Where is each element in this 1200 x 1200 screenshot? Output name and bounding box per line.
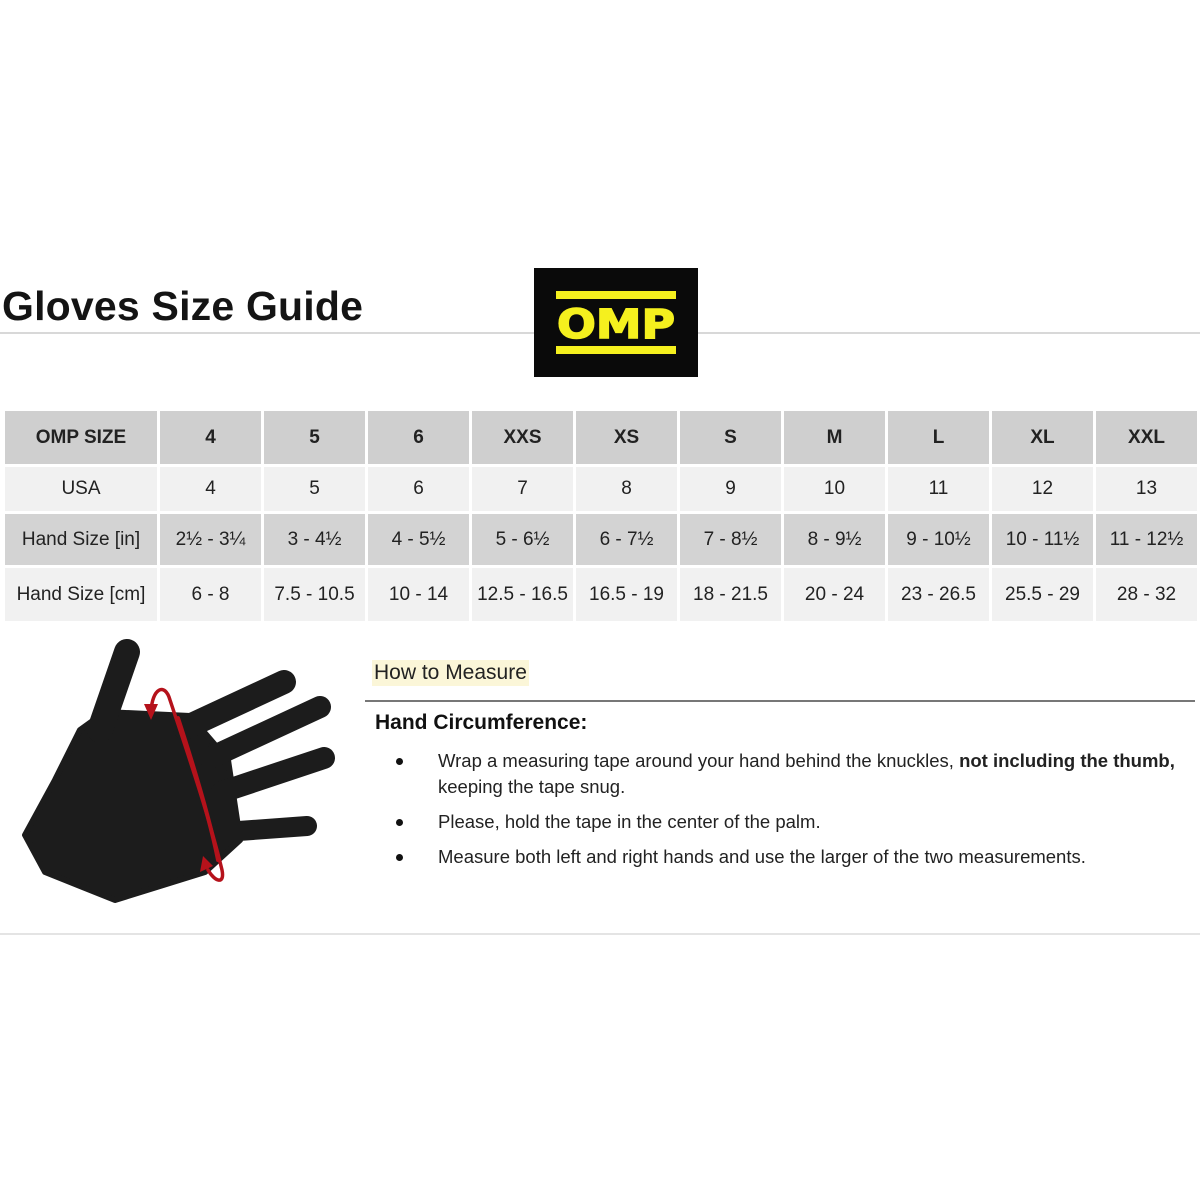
table-cell: 6 [368, 467, 469, 511]
table-cell: 10 - 11½ [992, 514, 1093, 565]
table-cell: 4 - 5½ [368, 514, 469, 565]
table-cell: 8 [576, 467, 677, 511]
hand-circumference-heading: Hand Circumference: [375, 711, 588, 734]
hand-size-cm-row: Hand Size [cm] 6 - 8 7.5 - 10.5 10 - 14 12.5… [5, 568, 1197, 621]
instruction-item: Wrap a measuring tape around your hand b… [395, 748, 1195, 800]
table-cell: 10 - 14 [368, 568, 469, 621]
table-cell: 5 [264, 411, 365, 464]
table-cell: S [680, 411, 781, 464]
row-header: Hand Size [cm] [5, 568, 157, 621]
section-divider [365, 700, 1195, 702]
table-cell: 4 [160, 467, 261, 511]
table-cell: 12 [992, 467, 1093, 511]
table-cell: 18 - 21.5 [680, 568, 781, 621]
svg-text:OMP: OMP [557, 302, 675, 348]
bottom-divider [0, 933, 1200, 935]
table-cell: 11 - 12½ [1096, 514, 1197, 565]
table-cell: 9 [680, 467, 781, 511]
hand-measuring-icon [22, 639, 335, 903]
table-cell: L [888, 411, 989, 464]
table-cell: 7 - 8½ [680, 514, 781, 565]
hand-size-in-row: Hand Size [in] 2½ - 3¼ 3 - 4½ 4 - 5½ 5 - 6½ 6… [5, 514, 1197, 565]
title-divider-right [698, 332, 1200, 334]
omp-logo: OMP [534, 268, 698, 377]
table-cell: 13 [1096, 467, 1197, 511]
how-to-measure-heading: How to Measure [372, 660, 529, 686]
bullet-icon [396, 854, 403, 861]
table-cell: 10 [784, 467, 885, 511]
table-cell: 25.5 - 29 [992, 568, 1093, 621]
table-cell: 6 - 8 [160, 568, 261, 621]
table-cell: 4 [160, 411, 261, 464]
size-table: OMP SIZE 4 5 6 XXS XS S M L XL XXL USA 4 5 6 7 8 9 10 11 12 1… [2, 408, 1200, 624]
table-cell: 9 - 10½ [888, 514, 989, 565]
table-cell: 11 [888, 467, 989, 511]
table-cell: 12.5 - 16.5 [472, 568, 573, 621]
table-cell: 5 - 6½ [472, 514, 573, 565]
page-title: Gloves Size Guide [2, 283, 364, 329]
table-cell: 16.5 - 19 [576, 568, 677, 621]
row-header: OMP SIZE [5, 411, 157, 464]
instructions-list: Wrap a measuring tape around your hand b… [395, 748, 1195, 879]
omp-size-row: OMP SIZE 4 5 6 XXS XS S M L XL XXL [5, 411, 1197, 464]
table-cell: 6 - 7½ [576, 514, 677, 565]
title-divider [0, 332, 534, 334]
instruction-item: Measure both left and right hands and us… [395, 844, 1195, 870]
table-cell: 2½ - 3¼ [160, 514, 261, 565]
table-cell: 20 - 24 [784, 568, 885, 621]
table-cell: M [784, 411, 885, 464]
table-cell: 5 [264, 467, 365, 511]
table-cell: 7 [472, 467, 573, 511]
table-cell: XS [576, 411, 677, 464]
table-cell: 23 - 26.5 [888, 568, 989, 621]
table-cell: XXS [472, 411, 573, 464]
usa-row: USA 4 5 6 7 8 9 10 11 12 13 [5, 467, 1197, 511]
row-header: Hand Size [in] [5, 514, 157, 565]
table-cell: 3 - 4½ [264, 514, 365, 565]
table-cell: 6 [368, 411, 469, 464]
table-cell: XXL [1096, 411, 1197, 464]
table-cell: XL [992, 411, 1093, 464]
bullet-icon [396, 758, 403, 765]
instruction-item: Please, hold the tape in the center of t… [395, 809, 1195, 835]
bullet-icon [396, 819, 403, 826]
table-cell: 28 - 32 [1096, 568, 1197, 621]
table-cell: 8 - 9½ [784, 514, 885, 565]
table-cell: 7.5 - 10.5 [264, 568, 365, 621]
row-header: USA [5, 467, 157, 511]
